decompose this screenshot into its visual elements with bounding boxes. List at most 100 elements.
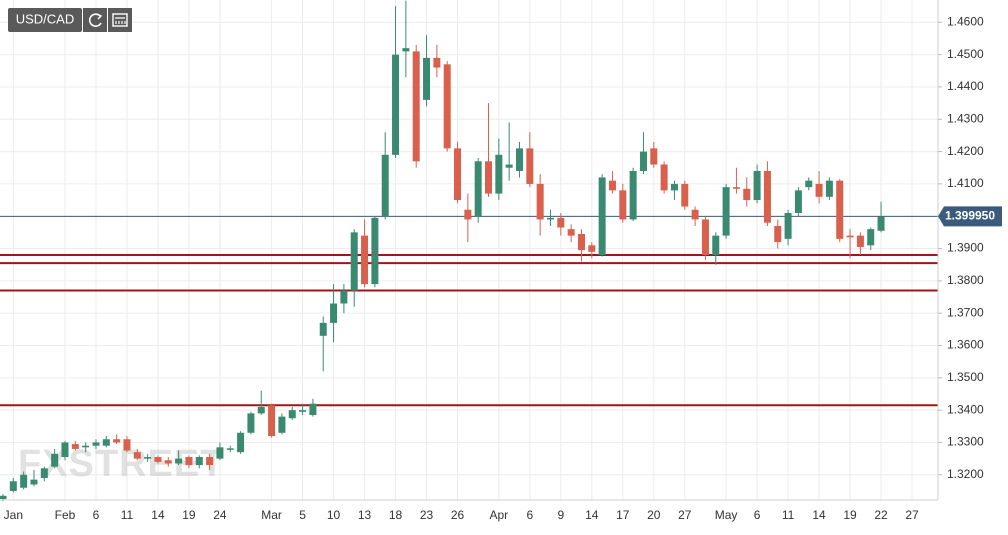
y-tick-label: 1.4200 bbox=[947, 144, 984, 158]
candle-body bbox=[805, 180, 813, 188]
x-tick-label: 27 bbox=[905, 508, 919, 522]
candle-body bbox=[113, 439, 121, 443]
candle-body bbox=[71, 444, 79, 449]
x-tick-label: 11 bbox=[782, 508, 795, 522]
candle-body bbox=[743, 188, 751, 201]
x-tick-label: Mar bbox=[261, 508, 282, 522]
y-tick-label: 1.4500 bbox=[947, 47, 984, 61]
y-tick-label: 1.4300 bbox=[947, 111, 984, 125]
candle-body bbox=[61, 442, 69, 458]
candle-body bbox=[577, 234, 585, 251]
x-tick-label: Feb bbox=[55, 508, 76, 522]
candle-body bbox=[402, 48, 410, 52]
y-tick-label: 1.3200 bbox=[947, 467, 984, 481]
x-tick-label: 14 bbox=[585, 508, 599, 522]
candle-body bbox=[516, 148, 523, 171]
symbol-button[interactable] bbox=[8, 8, 82, 32]
x-tick-label: 5 bbox=[299, 508, 306, 522]
candle-body bbox=[51, 453, 59, 467]
candle-body bbox=[195, 457, 203, 466]
x-tick-label: Jan bbox=[4, 508, 23, 522]
candle-body bbox=[639, 151, 647, 171]
x-tick-label: May bbox=[715, 508, 738, 522]
x-tick-label: 6 bbox=[754, 508, 761, 522]
candle-body bbox=[299, 410, 307, 412]
y-tick-label: 1.3400 bbox=[947, 402, 984, 416]
candle-body bbox=[495, 154, 503, 194]
candle-body bbox=[474, 161, 482, 217]
candle-body bbox=[433, 57, 441, 68]
y-tick-label: 1.4600 bbox=[947, 14, 984, 28]
candle-body bbox=[526, 148, 534, 184]
candle-body bbox=[660, 164, 668, 191]
candle-body bbox=[175, 458, 183, 464]
candle-body bbox=[30, 479, 38, 485]
mark-layer bbox=[0, 0, 938, 502]
candle-body bbox=[154, 457, 162, 462]
candle-body bbox=[82, 445, 90, 448]
candle-body bbox=[247, 413, 255, 433]
candle-body bbox=[485, 161, 493, 194]
x-tick-label: 10 bbox=[327, 508, 341, 522]
candle-body bbox=[423, 57, 431, 100]
y-tick-label: 1.4400 bbox=[947, 79, 984, 93]
candle-body bbox=[412, 51, 420, 162]
candle-body bbox=[598, 177, 606, 256]
candle-body bbox=[536, 183, 544, 220]
candle-body bbox=[763, 170, 771, 223]
candle-body bbox=[257, 406, 265, 414]
x-tick-label: 19 bbox=[182, 508, 196, 522]
candle-body bbox=[836, 180, 844, 239]
candle-body bbox=[567, 229, 575, 236]
candle-body bbox=[216, 447, 224, 459]
candle-body bbox=[268, 405, 276, 437]
watermark: FXSTREET bbox=[18, 443, 224, 485]
y-tick-label: 1.3800 bbox=[947, 273, 984, 287]
candle-body bbox=[92, 442, 100, 446]
symbol-label: USD/CAD bbox=[16, 11, 75, 26]
candle-body bbox=[681, 183, 689, 207]
x-tick-label: 18 bbox=[389, 508, 403, 522]
refresh-icon bbox=[96, 13, 103, 20]
candle-body bbox=[330, 303, 338, 323]
candle-body bbox=[794, 190, 802, 213]
refresh-button[interactable] bbox=[83, 8, 107, 32]
candle-body bbox=[701, 219, 709, 256]
x-tick-label: 14 bbox=[151, 508, 165, 522]
candle-body bbox=[753, 170, 761, 201]
candle-body bbox=[309, 403, 317, 415]
candle-body bbox=[20, 474, 28, 488]
candle-body bbox=[278, 416, 286, 433]
x-tick-label: 11 bbox=[121, 508, 134, 522]
candle-body bbox=[454, 148, 462, 201]
candle-body bbox=[206, 457, 214, 466]
candle-body bbox=[650, 148, 658, 165]
x-tick-label: Apr bbox=[489, 508, 508, 522]
candle-body bbox=[185, 457, 193, 466]
candle-body bbox=[732, 187, 740, 189]
x-tick-label: 22 bbox=[874, 508, 888, 522]
x-tick-label: 23 bbox=[420, 508, 434, 522]
x-tick-label: 26 bbox=[451, 508, 465, 522]
candle-body bbox=[133, 452, 141, 459]
x-tick-label: 24 bbox=[213, 508, 227, 522]
candle-body bbox=[774, 225, 782, 243]
candle-body bbox=[164, 460, 172, 464]
x-tick-label: 14 bbox=[812, 508, 826, 522]
y-tick-label: 1.4100 bbox=[947, 176, 984, 190]
x-tick-label: 17 bbox=[616, 508, 630, 522]
calendar-button[interactable] bbox=[108, 8, 132, 32]
candle-body bbox=[557, 217, 565, 228]
candle-body bbox=[670, 183, 678, 191]
candle-body bbox=[237, 432, 245, 453]
calendar-icon bbox=[115, 17, 126, 24]
candle-body bbox=[123, 439, 131, 451]
candle-body bbox=[392, 54, 400, 155]
x-tick-label: 6 bbox=[93, 508, 100, 522]
candle-body bbox=[350, 232, 358, 291]
candle-body bbox=[867, 229, 875, 246]
calendar-icon bbox=[112, 13, 128, 27]
candle-body bbox=[877, 216, 885, 231]
